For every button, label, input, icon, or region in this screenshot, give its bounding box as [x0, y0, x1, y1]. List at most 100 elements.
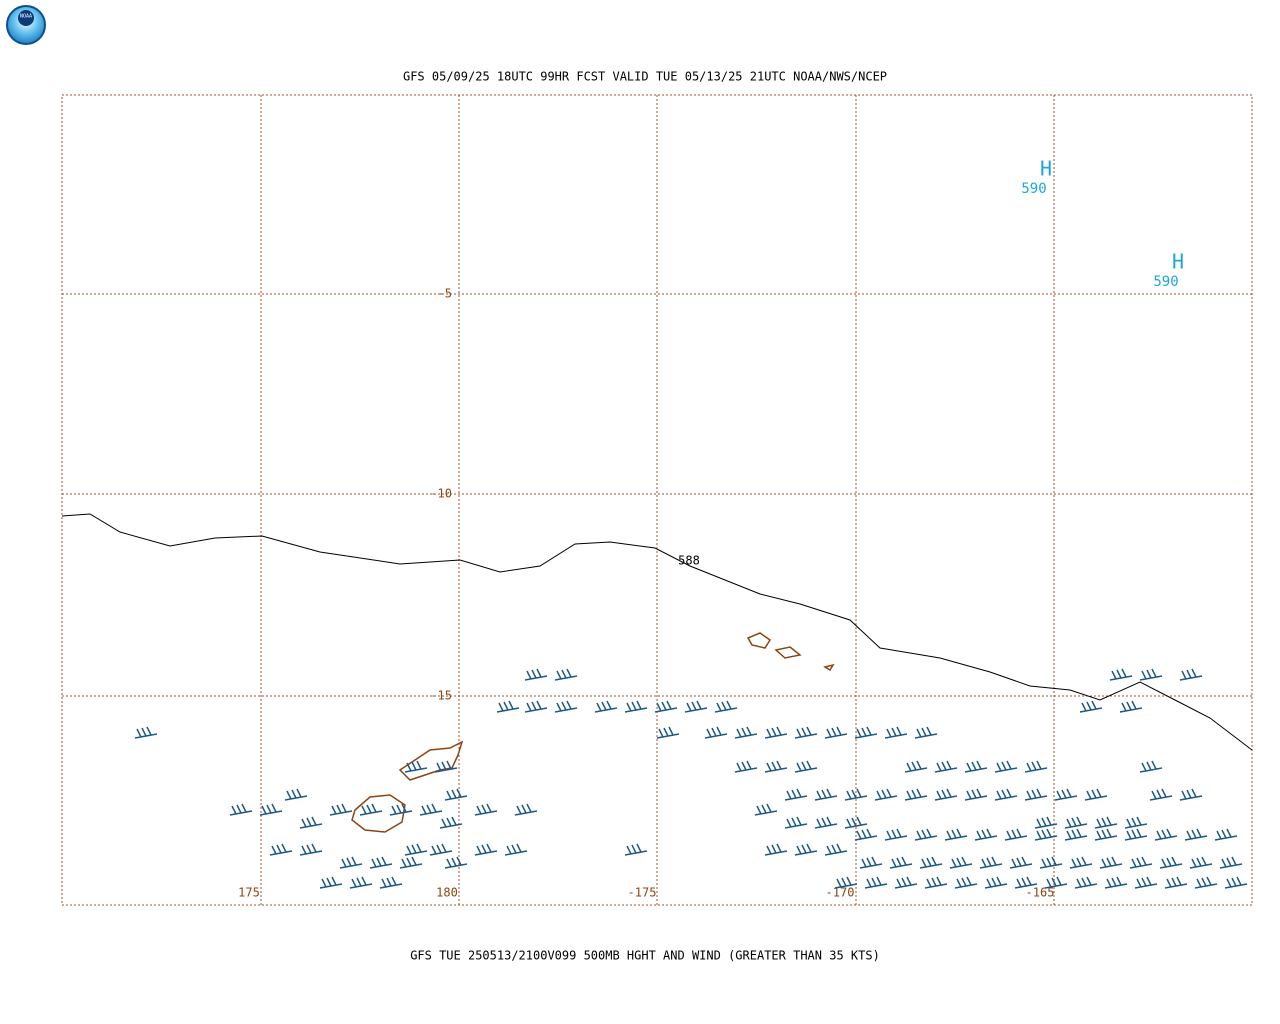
wind-barb	[824, 726, 848, 739]
wind-barb	[1014, 876, 1038, 889]
wind-barb	[734, 726, 758, 739]
longitude-label: -175	[628, 886, 657, 900]
wind-barb	[1134, 876, 1158, 889]
wind-barb	[834, 876, 858, 889]
wind-barb	[1079, 700, 1103, 713]
wind-barb	[944, 828, 968, 841]
high-symbol: H	[1040, 157, 1052, 181]
high-symbol: H	[1172, 250, 1184, 274]
wind-barb	[1194, 876, 1218, 889]
map-title: GFS 05/09/25 18UTC 99HR FCST VALID TUE 0…	[403, 70, 887, 84]
wind-barb	[854, 726, 878, 739]
wind-barb	[1129, 856, 1153, 869]
high-value: 590	[1021, 181, 1046, 197]
logo-text: NOAA	[20, 14, 32, 20]
wind-barb	[1024, 760, 1048, 773]
wind-barb	[434, 760, 458, 773]
wind-barb	[814, 816, 838, 829]
wind-barb	[389, 803, 413, 816]
wind-barb	[1099, 856, 1123, 869]
wind-barb	[784, 816, 808, 829]
island	[774, 646, 802, 659]
wind-barb	[1139, 760, 1163, 773]
wind-barb	[1054, 788, 1078, 801]
wind-barb	[349, 876, 373, 889]
wind-barb	[764, 760, 788, 773]
wind-barb	[1119, 700, 1143, 713]
coastlines	[351, 632, 835, 833]
wind-barb	[784, 788, 808, 801]
wind-barb	[524, 700, 548, 713]
wind-barb	[229, 803, 253, 816]
wind-barb	[994, 760, 1018, 773]
wind-barb	[624, 843, 648, 856]
wind-barb	[329, 803, 353, 816]
longitude-label: -170	[826, 886, 855, 900]
wind-barb	[1034, 816, 1058, 829]
wind-barb	[514, 803, 538, 816]
wind-barb	[339, 856, 363, 869]
wind-barb	[1214, 828, 1238, 841]
wind-barb	[1179, 668, 1203, 681]
wind-barb	[554, 668, 578, 681]
wind-barb	[1074, 876, 1098, 889]
wind-barb	[1084, 788, 1108, 801]
wind-barb	[1039, 856, 1063, 869]
wind-barb	[954, 876, 978, 889]
wind-barb	[259, 803, 283, 816]
wind-barb	[894, 876, 918, 889]
height-contour	[61, 513, 1253, 751]
wind-barb	[624, 700, 648, 713]
wind-barb	[594, 700, 618, 713]
map-frame	[61, 94, 1253, 906]
wind-barb	[1064, 828, 1088, 841]
wind-barb	[934, 788, 958, 801]
wind-barb	[1224, 876, 1248, 889]
wind-barb	[319, 876, 343, 889]
wind-barb	[496, 700, 520, 713]
wind-barb	[904, 788, 928, 801]
wind-barb	[1104, 876, 1128, 889]
wind-barb	[1159, 856, 1183, 869]
wind-barb	[1124, 828, 1148, 841]
wind-barb	[1044, 876, 1068, 889]
wind-barb	[474, 843, 498, 856]
wind-barb	[1149, 788, 1173, 801]
wind-barb	[504, 843, 528, 856]
latitude-label: -10	[430, 487, 452, 501]
wind-barbs	[134, 668, 1248, 889]
wind-barb	[379, 876, 403, 889]
contour-label: 588	[678, 554, 700, 568]
wind-barb	[1154, 828, 1178, 841]
map-caption: GFS TUE 250513/2100V099 500MB HGHT AND W…	[410, 949, 880, 963]
wind-barb	[924, 876, 948, 889]
wind-barb	[914, 828, 938, 841]
wind-barb	[979, 856, 1003, 869]
wind-barb	[824, 843, 848, 856]
island	[351, 794, 406, 833]
wind-barb	[1124, 816, 1148, 829]
wind-barb	[934, 760, 958, 773]
wind-barb	[1184, 828, 1208, 841]
wind-barb	[984, 876, 1008, 889]
wind-barb	[844, 816, 868, 829]
latitude-label: -5	[438, 287, 452, 301]
wind-barb	[859, 856, 883, 869]
wind-barb	[844, 788, 868, 801]
wind-barb	[884, 726, 908, 739]
wind-barb	[794, 760, 818, 773]
wind-barb	[429, 843, 453, 856]
wind-barb	[369, 856, 393, 869]
wind-barb	[1094, 828, 1118, 841]
wind-barb	[814, 788, 838, 801]
wind-barb	[656, 726, 680, 739]
wind-barb	[764, 726, 788, 739]
wind-barb	[874, 788, 898, 801]
wind-barb	[764, 843, 788, 856]
wind-barb	[1064, 816, 1088, 829]
wind-barb	[964, 788, 988, 801]
wind-barb	[654, 700, 678, 713]
wind-barb	[914, 726, 938, 739]
